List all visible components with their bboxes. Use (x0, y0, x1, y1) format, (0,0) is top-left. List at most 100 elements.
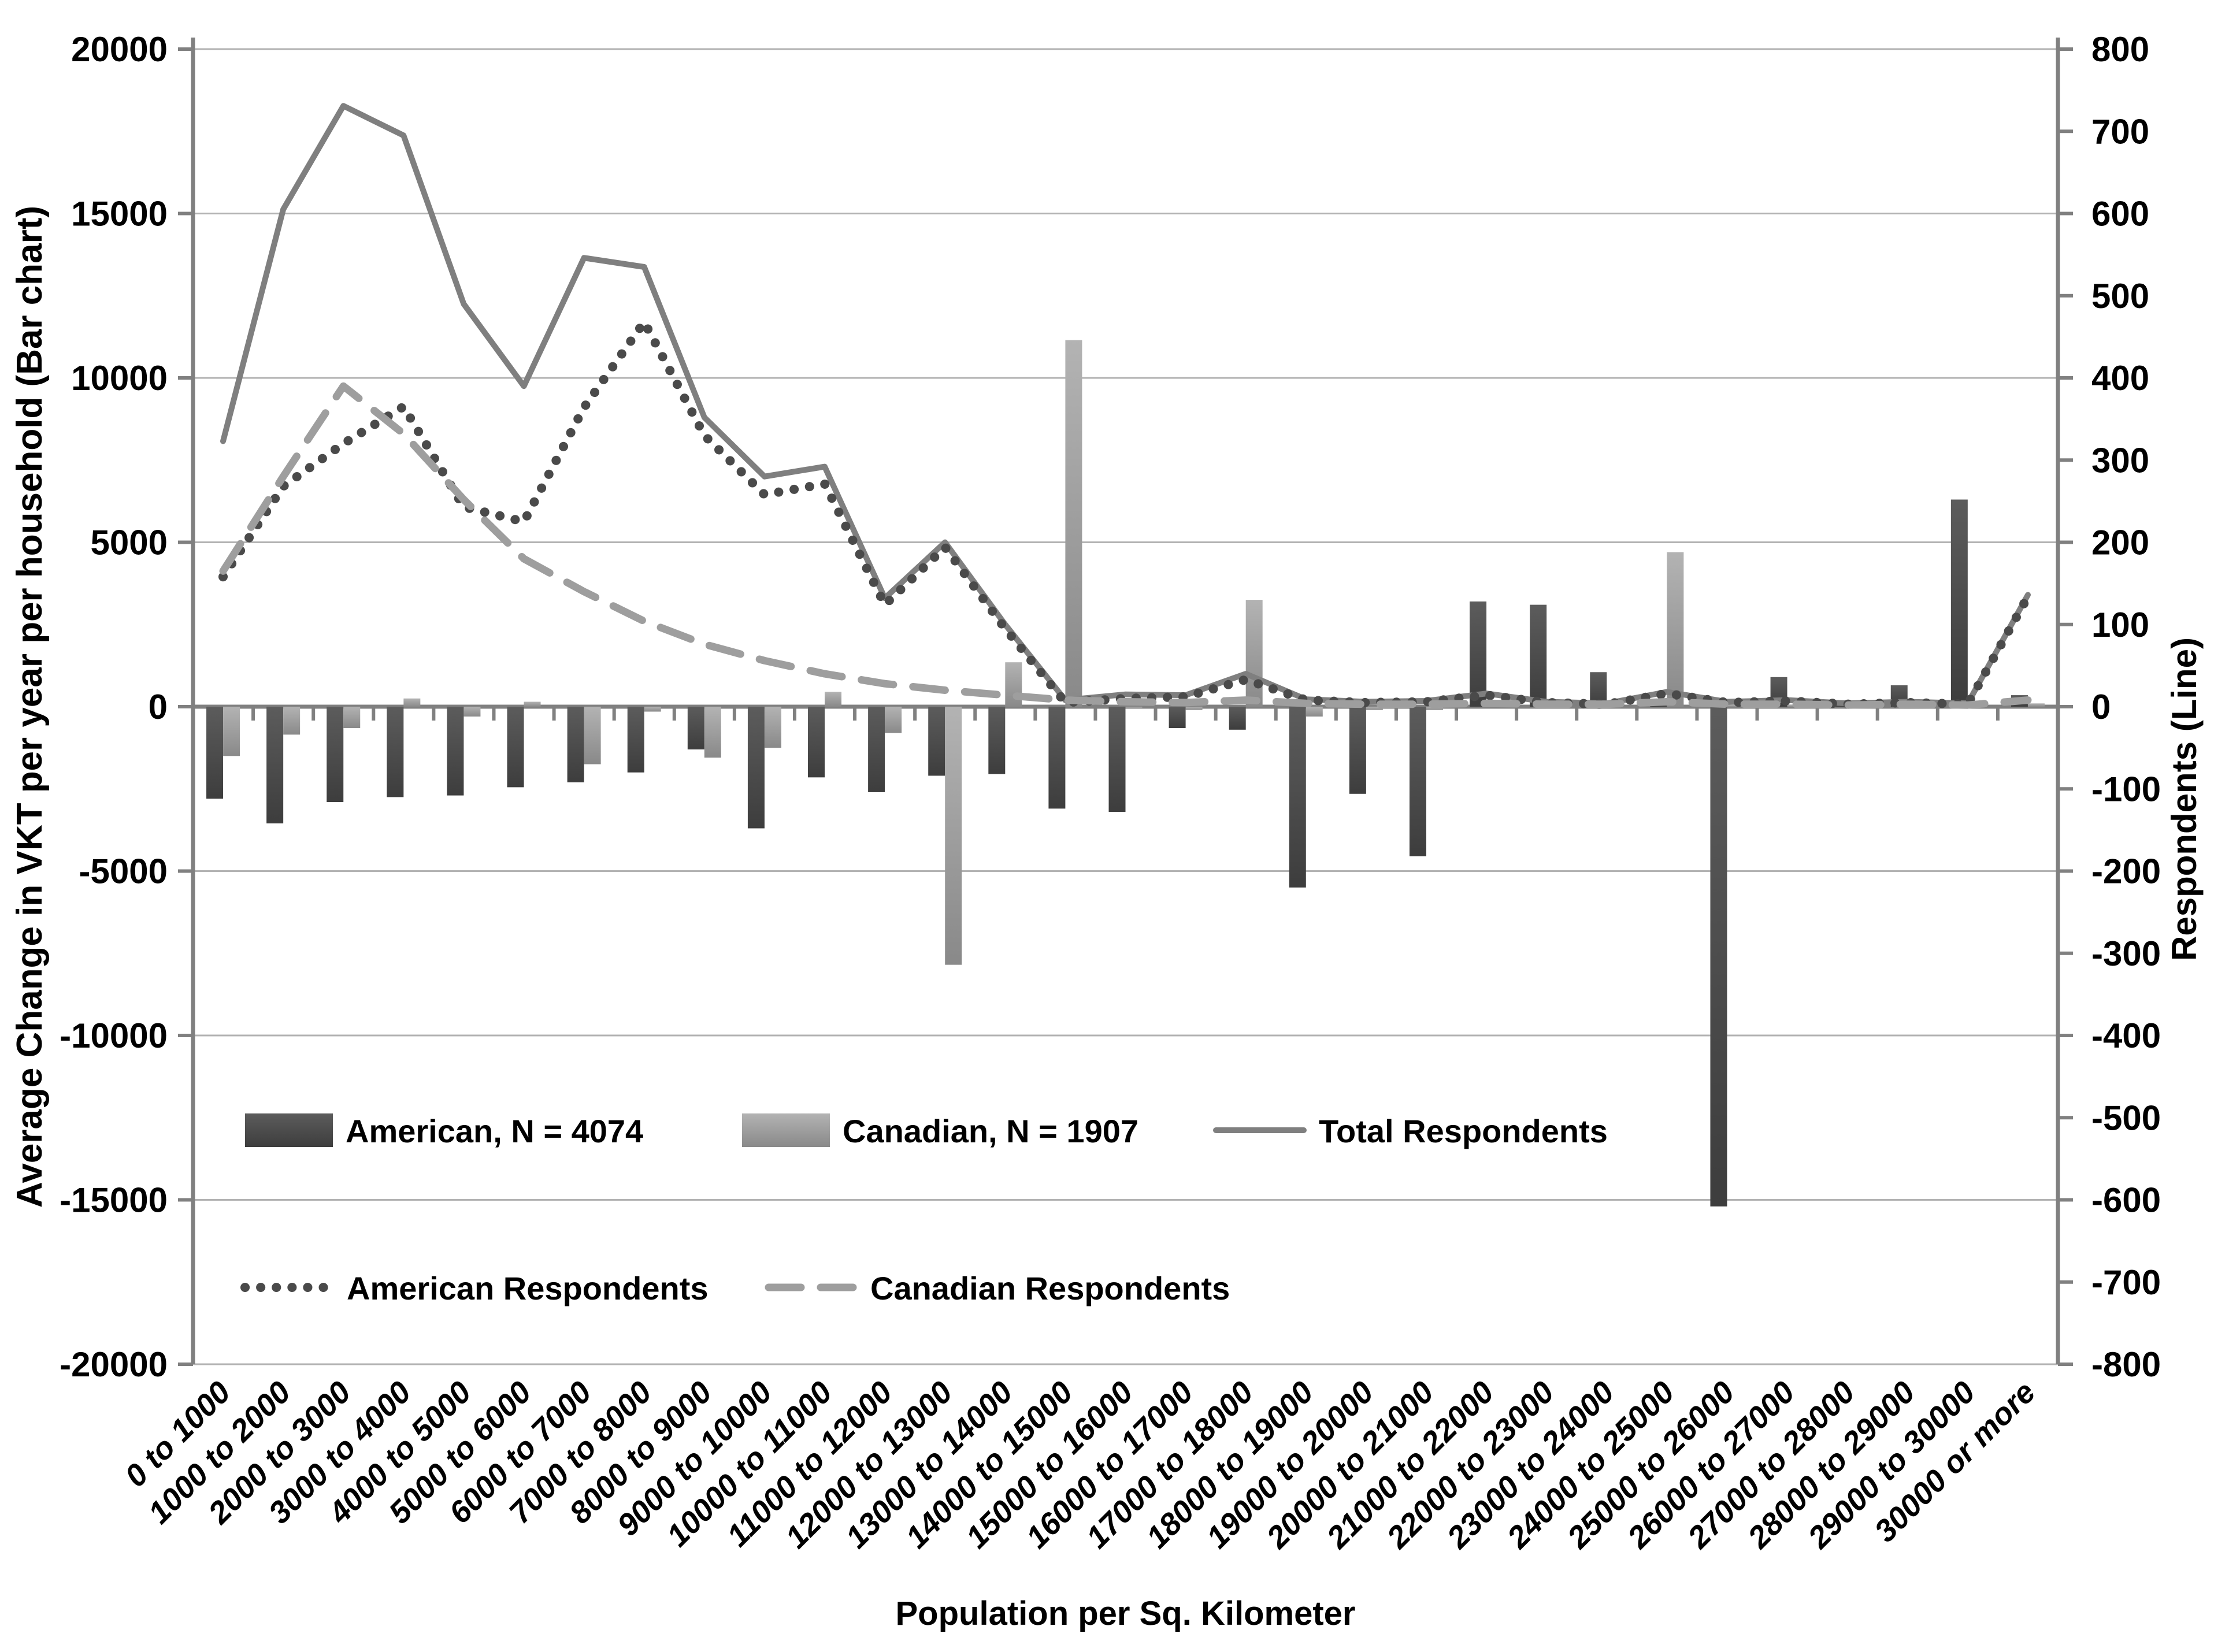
y-left-tick-label: 15000 (71, 195, 168, 233)
american-bar (928, 707, 945, 776)
axis-titles: Average Change in VKT per year per house… (10, 206, 2204, 1632)
american-bar (1349, 707, 1366, 794)
canadian-bar (764, 707, 781, 748)
american-bar (1229, 707, 1246, 730)
american-bar (567, 707, 584, 782)
legend-label: Canadian, N = 1907 (843, 1113, 1138, 1149)
canadian-bar (1426, 707, 1443, 710)
canadian-bar (1667, 552, 1684, 707)
canadian-bar (223, 707, 240, 756)
legend-item: American Respondents (240, 1270, 709, 1306)
y-right-tick-labels: 800 700 600 500 400 300 200 100 0 -100 -200 -300 -40… (2091, 30, 2161, 1384)
american-bar (387, 707, 404, 797)
x-axis-title: Population per Sq. Kilometer (896, 1595, 1356, 1632)
american-bar (1108, 707, 1126, 812)
y-left-tick-label: 0 (149, 688, 168, 726)
canadian-bar (584, 707, 601, 764)
american-bar (1470, 601, 1487, 707)
y-left-tick-label: 5000 (91, 524, 168, 562)
y-left-tick-label: -15000 (60, 1181, 168, 1220)
y-right-tick-label: 600 (2091, 195, 2149, 233)
canadian-bar (1366, 707, 1383, 710)
american-bar (327, 707, 344, 803)
american-bar (266, 707, 284, 823)
canadian-bar (1125, 707, 1143, 708)
y-right-tick-label: -400 (2091, 1016, 2161, 1055)
canadian-bar (1185, 707, 1203, 710)
bar-series (206, 340, 2045, 1206)
y-right-tick-label: -800 (2091, 1345, 2161, 1384)
canadian-bar (1065, 340, 1082, 707)
y-left-tick-label: 20000 (71, 30, 168, 69)
american-bar (1169, 707, 1186, 728)
american-bar (1048, 707, 1066, 809)
y-right-tick-label: -300 (2091, 934, 2161, 973)
canadian-bar (403, 698, 421, 707)
dotted-line (218, 317, 2033, 709)
y-left-tick-label: 10000 (71, 359, 168, 398)
american-bar (1710, 707, 1727, 1206)
canadian-bar (1727, 705, 1744, 707)
american-bar (747, 707, 765, 829)
legend-label: American Respondents (347, 1270, 709, 1306)
y-right-tick-label: 0 (2091, 688, 2111, 726)
y-right-tick-label: -200 (2091, 852, 2161, 891)
y-left-tick-label: -5000 (79, 852, 168, 891)
american-bar (1950, 499, 1968, 707)
american-bar (507, 707, 524, 788)
y-right-axis-title: Respondents (Line) (2165, 637, 2204, 961)
y-right-tick-label: 700 (2091, 112, 2149, 151)
canadian-bar (2027, 703, 2045, 707)
canadian-bar (1305, 707, 1323, 717)
y-right-tick-label: 300 (2091, 441, 2149, 480)
y-right-tick-label: -600 (2091, 1181, 2161, 1220)
canadian-bar (283, 707, 301, 735)
legend-item: Canadian, N = 1907 (742, 1113, 1138, 1149)
american-bar (627, 707, 644, 773)
canadian-bars (223, 340, 2045, 965)
canadian-bar (343, 707, 361, 728)
canadian-bar (524, 701, 541, 707)
canadian-bar (644, 707, 661, 712)
legend-label: Total Respondents (1319, 1113, 1608, 1149)
y-right-tick-label: -500 (2091, 1098, 2161, 1137)
canadian-bar (463, 707, 481, 717)
legend-item: Canadian Respondents (765, 1270, 1230, 1306)
american-bar (447, 707, 464, 796)
line-series (218, 103, 2033, 709)
y-left-tick-label: -10000 (60, 1016, 168, 1055)
y-right-tick-label: 100 (2091, 606, 2149, 644)
y-right-tick-label: 400 (2091, 359, 2149, 398)
legend-label: American, N = 4074 (346, 1113, 643, 1149)
legend-swatch-american (245, 1113, 333, 1147)
canadian-bar (945, 707, 962, 965)
axis-ticks (178, 47, 2073, 1366)
y-right-tick-label: -100 (2091, 770, 2161, 808)
canadian-bar (885, 707, 902, 733)
canadian-bar (1245, 600, 1263, 707)
american-bar (808, 707, 825, 778)
legend-item: Total Respondents (1213, 1113, 1608, 1149)
legend-item: American, N = 4074 (245, 1113, 643, 1149)
canadian-bar (825, 692, 842, 707)
y-right-tick-label: 200 (2091, 524, 2149, 562)
american-bar (206, 707, 224, 799)
american-bars (206, 499, 2028, 1206)
y-left-tick-label: -20000 (60, 1345, 168, 1384)
y-left-tick-labels: 20000 15000 10000 5000 0 -5000 -10000 -15000 -20… (60, 30, 168, 1384)
american-bar (1530, 604, 1547, 707)
dashed-line (219, 382, 2032, 709)
legend: American, N = 4074 Canadian, N = 1907 Tota… (240, 1113, 1608, 1306)
y-left-axis-title: Average Change in VKT per year per house… (10, 206, 50, 1208)
legend-label: Canadian Respondents (870, 1270, 1230, 1306)
y-right-tick-label: 800 (2091, 30, 2149, 69)
american-bar (868, 707, 885, 792)
american-bar (988, 707, 1006, 774)
american-bar (687, 707, 704, 749)
american-bar (1289, 707, 1306, 888)
canadian-bar (704, 707, 721, 758)
legend-swatch-canadian (742, 1113, 830, 1147)
